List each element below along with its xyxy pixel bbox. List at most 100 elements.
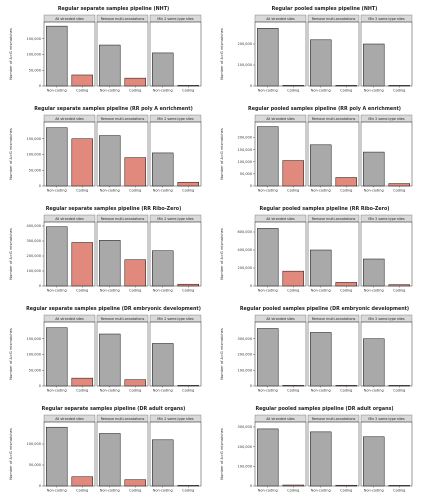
- facet-label: Min 2 same-type sites: [157, 17, 194, 21]
- facet-panel: [254, 321, 307, 387]
- facet-label: Remove multi-annotations: [101, 417, 145, 421]
- y-tick-label: 0: [250, 484, 252, 488]
- chart-title: Regular separate samples pipeline (DR ad…: [42, 406, 186, 412]
- x-tick-label: Coding: [393, 289, 405, 293]
- facet-panel: [360, 21, 413, 87]
- y-tick-label: 150,000: [238, 148, 252, 152]
- bar-noncoding: [310, 39, 332, 87]
- x-tick-label: Coding: [287, 389, 299, 393]
- x-tick-label: Non-coding: [311, 489, 331, 493]
- chart-9: Regular separate samples pipeline (DR ad…: [9, 406, 202, 493]
- x-tick-label: Coding: [340, 389, 352, 393]
- chart-5: Regular separate samples pipeline (RR Ri…: [9, 206, 202, 293]
- y-axis-label: Number of A>G mismatches: [220, 28, 224, 80]
- x-tick-label: Non-coding: [364, 89, 384, 93]
- y-tick-label: 50,000: [29, 168, 41, 172]
- facet-panel: [96, 421, 149, 487]
- facet-panel: [254, 221, 307, 287]
- bar-coding: [388, 85, 410, 87]
- y-tick-label: 50,000: [29, 68, 41, 72]
- bar-coding: [282, 160, 304, 187]
- facet-label: Remove multi-annotations: [101, 317, 145, 321]
- bar-coding: [71, 476, 93, 487]
- x-tick-label: Non-coding: [258, 389, 278, 393]
- bar-coding: [335, 385, 357, 387]
- y-axis-label: Number of A>G mismatches: [9, 128, 13, 180]
- x-tick-label: Coding: [129, 289, 141, 293]
- bar-noncoding: [363, 338, 385, 387]
- bar-noncoding: [152, 152, 174, 187]
- chart-6: Regular pooled samples pipeline (RR Ribo…: [220, 206, 413, 293]
- bar-coding: [71, 242, 93, 287]
- y-tick-label: 50,000: [29, 463, 41, 467]
- x-tick-label: Coding: [340, 189, 352, 193]
- facet-label: Min 2 same-type sites: [368, 317, 405, 321]
- bar-noncoding: [46, 127, 68, 187]
- y-tick-label: 0: [39, 184, 41, 188]
- y-tick-label: 300,000: [238, 337, 252, 341]
- facet-panel: [43, 321, 96, 387]
- y-tick-label: 100,000: [27, 353, 41, 357]
- facet-panel: [96, 321, 149, 387]
- facet-label: Remove multi-annotations: [312, 217, 356, 221]
- bar-coding: [71, 74, 93, 87]
- bar-noncoding: [152, 250, 174, 287]
- chart-3: Regular separate samples pipeline (RR po…: [9, 106, 202, 193]
- x-tick-label: Coding: [129, 389, 141, 393]
- bar-coding: [124, 379, 146, 387]
- bar-noncoding: [257, 328, 279, 387]
- chart-title: Regular pooled samples pipeline (RR Ribo…: [260, 206, 390, 212]
- y-axis-label: Number of A>G mismatches: [9, 328, 13, 380]
- bar-noncoding: [310, 332, 332, 387]
- y-tick-label: 0: [250, 184, 252, 188]
- facet-panel: [96, 21, 149, 87]
- y-tick-label: 0: [39, 84, 41, 88]
- facet-label: Min 2 same-type sites: [157, 417, 194, 421]
- x-tick-label: Non-coding: [258, 189, 278, 193]
- y-tick-label: 100,000: [27, 153, 41, 157]
- bar-noncoding: [152, 52, 174, 87]
- bar-coding: [282, 85, 304, 87]
- y-tick-label: 0: [250, 384, 252, 388]
- y-tick-label: 200,000: [238, 136, 252, 140]
- facet-panel: [307, 221, 360, 287]
- facet-panel: [254, 21, 307, 87]
- bar-noncoding: [46, 226, 68, 287]
- chart-title: Regular pooled samples pipeline (DR embr…: [240, 306, 409, 312]
- bar-noncoding: [257, 28, 279, 87]
- bar-coding: [124, 77, 146, 87]
- x-tick-label: Non-coding: [364, 289, 384, 293]
- x-tick-label: Coding: [393, 389, 405, 393]
- x-tick-label: Non-coding: [47, 89, 67, 93]
- bar-noncoding: [363, 258, 385, 287]
- y-tick-label: 200,000: [238, 445, 252, 449]
- facet-panel: [307, 321, 360, 387]
- facet-panel: [360, 421, 413, 487]
- y-axis-label: Number of A>G mismatches: [220, 328, 224, 380]
- x-tick-label: Coding: [287, 489, 299, 493]
- y-axis-label: Number of A>G mismatches: [9, 228, 13, 280]
- y-tick-label: 100,000: [238, 63, 252, 67]
- facet-label: All stranded sites: [55, 17, 84, 21]
- x-tick-label: Coding: [393, 489, 405, 493]
- facet-panel: [254, 421, 307, 487]
- bar-coding: [71, 377, 93, 387]
- chart-8: Regular pooled samples pipeline (DR embr…: [220, 306, 413, 393]
- bar-noncoding: [46, 327, 68, 387]
- bar-noncoding: [257, 126, 279, 187]
- chart-10: Regular pooled samples pipeline (DR adul…: [220, 406, 413, 493]
- x-tick-label: Coding: [76, 389, 88, 393]
- y-tick-label: 150,000: [27, 37, 41, 41]
- facet-label: Remove multi-annotations: [101, 17, 145, 21]
- facet-label: All stranded sites: [55, 417, 84, 421]
- facet-panel: [43, 421, 96, 487]
- bar-coding: [177, 385, 199, 387]
- x-tick-label: Non-coding: [153, 89, 173, 93]
- x-tick-label: Coding: [182, 389, 194, 393]
- facet-label: Min 2 same-type sites: [368, 17, 405, 21]
- y-tick-label: 50,000: [29, 368, 41, 372]
- y-axis-label: Number of A>G mismatches: [220, 228, 224, 280]
- facet-label: Min 2 same-type sites: [368, 217, 405, 221]
- x-tick-label: Non-coding: [153, 389, 173, 393]
- x-tick-label: Non-coding: [258, 89, 278, 93]
